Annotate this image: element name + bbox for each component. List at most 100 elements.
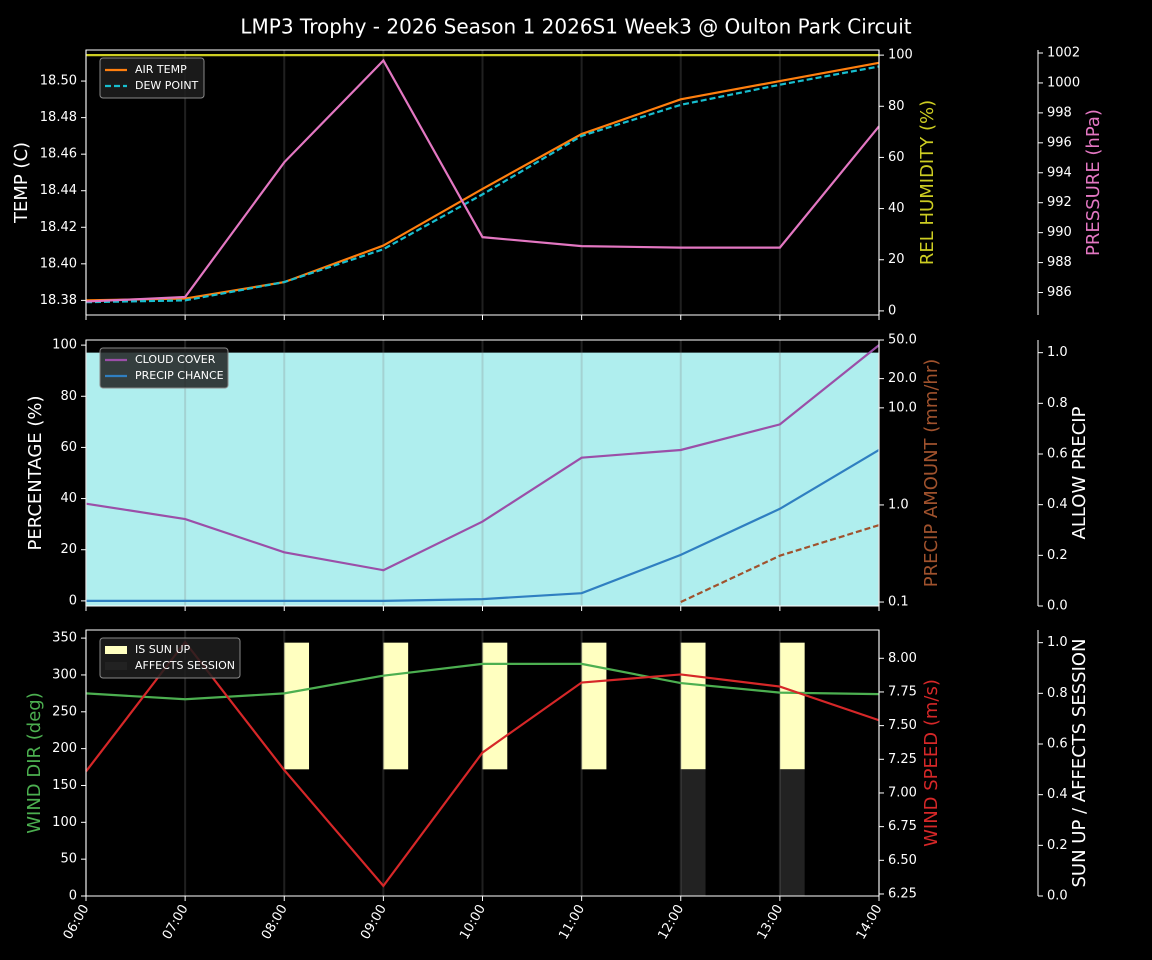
legend-label: AIR TEMP	[135, 63, 187, 76]
bar	[779, 769, 805, 896]
line	[86, 449, 880, 602]
tick-label: 8.00	[888, 651, 917, 666]
axis-label: PERCENTAGE (%)	[25, 395, 46, 550]
tick-label: 1.0	[888, 497, 909, 512]
tick-label: 0	[69, 593, 77, 608]
tick-label: 18.38	[40, 293, 77, 308]
tick-label: 986	[1047, 285, 1072, 300]
tick-label: 200	[52, 741, 77, 756]
tick-label: 100	[52, 815, 77, 830]
tick-label: 1000	[1047, 75, 1080, 90]
bar	[284, 642, 310, 770]
bar	[383, 642, 409, 770]
bar	[680, 769, 706, 896]
area	[86, 352, 879, 606]
tick-label: 100	[52, 338, 77, 353]
tick-label: 60	[888, 150, 905, 165]
tick-label: 20	[60, 542, 77, 557]
legend-label: CLOUD COVER	[135, 353, 216, 366]
tick-label: 1.0	[1047, 635, 1068, 650]
tick-label: 998	[1047, 105, 1072, 120]
tick-label: 0.0	[1047, 889, 1068, 904]
tick-label: 996	[1047, 135, 1072, 150]
axis-label: REL HUMIDITY (%)	[917, 100, 938, 265]
x-tick-label: 14:00	[854, 902, 886, 942]
tick-label: 994	[1047, 165, 1072, 180]
tick-label: 40	[888, 201, 905, 216]
tick-label: 0.2	[1047, 838, 1068, 853]
legend-box	[99, 57, 205, 99]
line	[680, 524, 880, 604]
tick-label: 50.0	[888, 333, 917, 348]
bar	[779, 642, 805, 770]
legend-box	[99, 347, 229, 389]
tick-label: 990	[1047, 225, 1072, 240]
tick-label: 18.50	[40, 74, 77, 89]
tick-label: 0.6	[1047, 737, 1068, 752]
tick-label: 0.0	[1047, 599, 1068, 614]
tick-label: 20	[888, 252, 905, 267]
legend-label: AFFECTS SESSION	[135, 659, 235, 672]
axis-label: ALLOW PRECIP	[1069, 406, 1090, 539]
tick-label: 80	[888, 99, 905, 114]
tick-label: 50	[60, 852, 77, 867]
axis-label: SUN UP / AFFECTS SESSION	[1069, 638, 1090, 887]
tick-label: 0.6	[1047, 447, 1068, 462]
tick-label: 6.75	[888, 819, 917, 834]
tick-label: 1.0	[1047, 345, 1068, 360]
legend-swatch	[105, 662, 127, 670]
line	[85, 65, 880, 304]
tick-label: 300	[52, 667, 77, 682]
bar	[581, 642, 607, 770]
legend-label: DEW POINT	[135, 79, 199, 92]
axis-label: WIND DIR (deg)	[24, 692, 45, 834]
tick-label: 18.48	[40, 110, 77, 125]
x-tick-label: 08:00	[259, 902, 291, 942]
tick-label: 60	[60, 440, 77, 455]
tick-label: 7.75	[888, 684, 917, 699]
bar	[680, 642, 706, 770]
line	[85, 58, 880, 303]
line	[85, 662, 880, 701]
tick-label: 0.4	[1047, 787, 1068, 802]
tick-label: 7.50	[888, 718, 917, 733]
tick-label: 0	[69, 889, 77, 904]
tick-label: 992	[1047, 195, 1072, 210]
tick-label: 80	[60, 389, 77, 404]
tick-label: 20.0	[888, 371, 917, 386]
tick-label: 250	[52, 704, 77, 719]
tick-label: 0.4	[1047, 497, 1068, 512]
tick-label: 6.50	[888, 853, 917, 868]
x-tick-label: 10:00	[457, 902, 489, 942]
tick-label: 0	[888, 303, 896, 318]
legend-label: IS SUN UP	[135, 643, 191, 656]
tick-label: 7.25	[888, 752, 917, 767]
tick-label: 0.1	[888, 595, 909, 610]
tick-label: 6.25	[888, 886, 917, 901]
tick-label: 7.00	[888, 785, 917, 800]
tick-label: 18.44	[40, 183, 77, 198]
tick-label: 40	[60, 491, 77, 506]
legend-swatch	[105, 646, 127, 654]
axis-label: WIND SPEED (m/s)	[921, 679, 942, 847]
axis-label: PRESSURE (hPa)	[1083, 109, 1104, 256]
line	[85, 344, 880, 572]
x-tick-label: 07:00	[160, 902, 192, 942]
line	[85, 640, 880, 888]
axis-label: PRECIP AMOUNT (mm/hr)	[921, 359, 942, 588]
tick-label: 18.42	[40, 220, 77, 235]
tick-label: 150	[52, 778, 77, 793]
legend-label: PRECIP CHANCE	[135, 369, 224, 382]
tick-label: 10.0	[888, 400, 917, 415]
x-tick-label: 06:00	[61, 902, 93, 942]
x-tick-label: 13:00	[755, 902, 787, 942]
tick-label: 988	[1047, 255, 1072, 270]
x-tick-label: 12:00	[656, 902, 688, 942]
axis-label: TEMP (C)	[11, 142, 32, 224]
x-tick-label: 11:00	[556, 902, 588, 942]
legend-box	[99, 637, 241, 679]
tick-label: 100	[888, 48, 913, 63]
tick-label: 0.8	[1047, 686, 1068, 701]
